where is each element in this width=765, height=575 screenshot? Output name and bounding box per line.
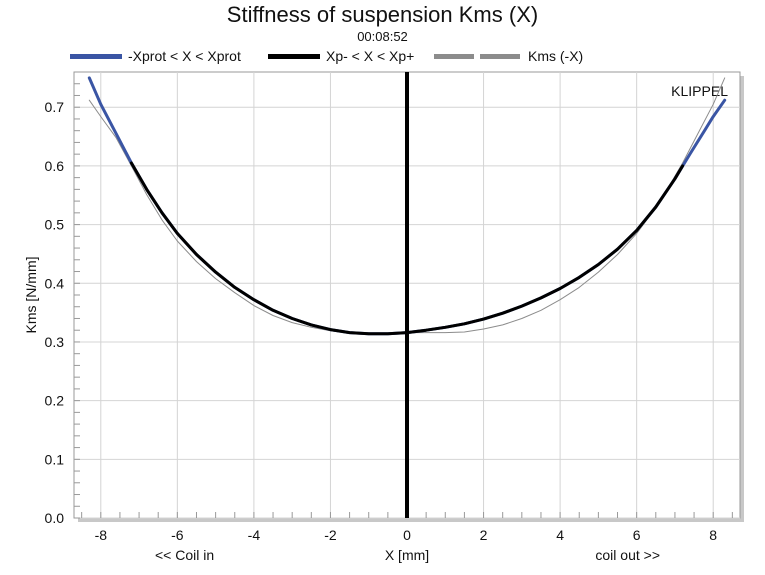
y-tick-label: 0.2 xyxy=(45,393,65,409)
x-tick-label: -8 xyxy=(95,527,108,543)
x-axis-label: X [mm] xyxy=(385,547,429,563)
x-tick-label: 0 xyxy=(403,527,411,543)
y-tick-label: 0.4 xyxy=(45,275,65,291)
x-tick-label: 2 xyxy=(480,527,488,543)
chart-subtitle: 00:08:52 xyxy=(357,29,408,44)
legend-swatch-kms-minus-x xyxy=(434,53,522,59)
x-tick-label: 6 xyxy=(633,527,641,543)
y-axis-label: Kms [N/mm] xyxy=(23,257,39,334)
legend-swatch-xprot xyxy=(70,53,122,59)
y-tick-label: 0.3 xyxy=(45,334,65,350)
x-right-annotation: coil out >> xyxy=(595,547,660,563)
y-tick-label: 0.7 xyxy=(45,99,65,115)
y-tick-label: 0.6 xyxy=(45,158,65,174)
chart-title: Stiffness of suspension Kms (X) xyxy=(226,2,539,27)
klippel-watermark: KLIPPEL xyxy=(671,83,728,99)
legend-item-xp: Xp- < X < Xp+ xyxy=(268,48,414,64)
legend-item-kms-minus-x: Kms (-X) xyxy=(434,48,583,64)
x-tick-label: 8 xyxy=(709,527,717,543)
x-tick-label: -2 xyxy=(324,527,337,543)
legend-label-kms-minus-x: Kms (-X) xyxy=(528,48,584,64)
x-tick-label: -4 xyxy=(248,527,261,543)
y-tick-label: 0.5 xyxy=(45,217,65,233)
x-tick-label: -6 xyxy=(171,527,184,543)
y-tick-label: 0.1 xyxy=(45,451,65,467)
legend-swatch-xp xyxy=(268,53,320,59)
y-tick-label: 0.0 xyxy=(45,510,65,526)
x-left-annotation: << Coil in xyxy=(155,547,214,563)
legend-label-xprot: -Xprot < X < Xprot xyxy=(128,48,241,64)
legend-item-xprot: -Xprot < X < Xprot xyxy=(70,48,241,64)
legend-label-xp: Xp- < X < Xp+ xyxy=(326,48,415,64)
x-tick-label: 4 xyxy=(556,527,564,543)
